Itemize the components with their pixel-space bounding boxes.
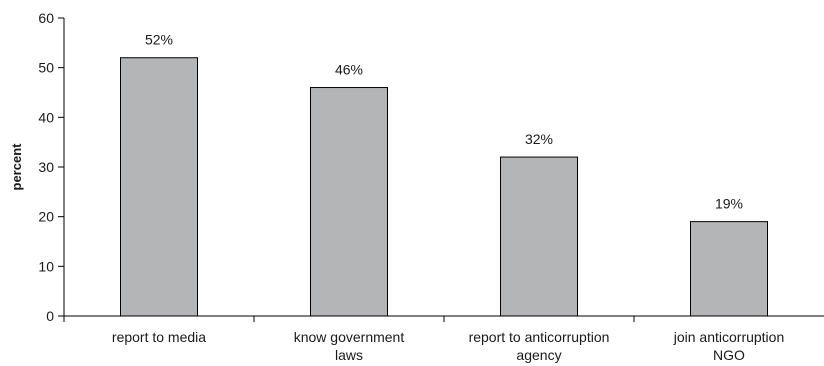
x-tick-label: know government laws bbox=[294, 329, 405, 363]
bar bbox=[120, 57, 198, 317]
y-axis: 0 10 20 30 40 50 60 bbox=[38, 10, 65, 324]
data-label: 19% bbox=[715, 196, 743, 212]
y-tick-label: 0 bbox=[46, 308, 54, 324]
data-label: 52% bbox=[145, 32, 173, 48]
y-axis-title: percent bbox=[9, 143, 24, 191]
bar bbox=[690, 221, 768, 317]
y-tick-label: 50 bbox=[38, 60, 54, 76]
bar bbox=[500, 156, 578, 317]
y-tick-label: 30 bbox=[38, 159, 54, 175]
y-tick-label: 60 bbox=[38, 10, 54, 26]
data-labels: 52% 46% 32% 19% bbox=[145, 32, 743, 212]
bars bbox=[120, 57, 768, 317]
y-tick-label: 40 bbox=[38, 109, 54, 125]
y-tick-label: 20 bbox=[38, 209, 54, 225]
data-label: 32% bbox=[525, 131, 553, 147]
data-label: 46% bbox=[335, 62, 363, 78]
x-axis: report to media know government laws report… bbox=[63, 315, 824, 363]
x-tick-label: report to media bbox=[112, 329, 206, 345]
x-tick-label: join anticorruption NGO bbox=[673, 329, 785, 363]
bar bbox=[310, 87, 388, 317]
y-tick-label: 10 bbox=[38, 258, 54, 274]
x-tick-label: report to anticorruption agency bbox=[469, 329, 610, 363]
